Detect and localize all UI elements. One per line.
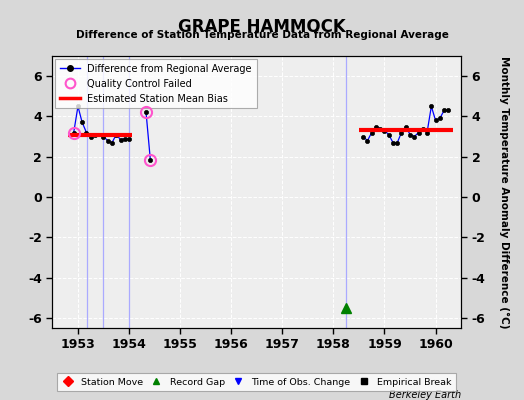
Legend: Difference from Regional Average, Quality Control Failed, Estimated Station Mean: Difference from Regional Average, Qualit… bbox=[56, 59, 257, 108]
Y-axis label: Monthly Temperature Anomaly Difference (°C): Monthly Temperature Anomaly Difference (… bbox=[499, 56, 509, 328]
Legend: Station Move, Record Gap, Time of Obs. Change, Empirical Break: Station Move, Record Gap, Time of Obs. C… bbox=[58, 373, 456, 391]
Text: Difference of Station Temperature Data from Regional Average: Difference of Station Temperature Data f… bbox=[75, 30, 449, 40]
Text: GRAPE HAMMOCK: GRAPE HAMMOCK bbox=[178, 18, 346, 36]
Text: Berkeley Earth: Berkeley Earth bbox=[389, 390, 461, 400]
